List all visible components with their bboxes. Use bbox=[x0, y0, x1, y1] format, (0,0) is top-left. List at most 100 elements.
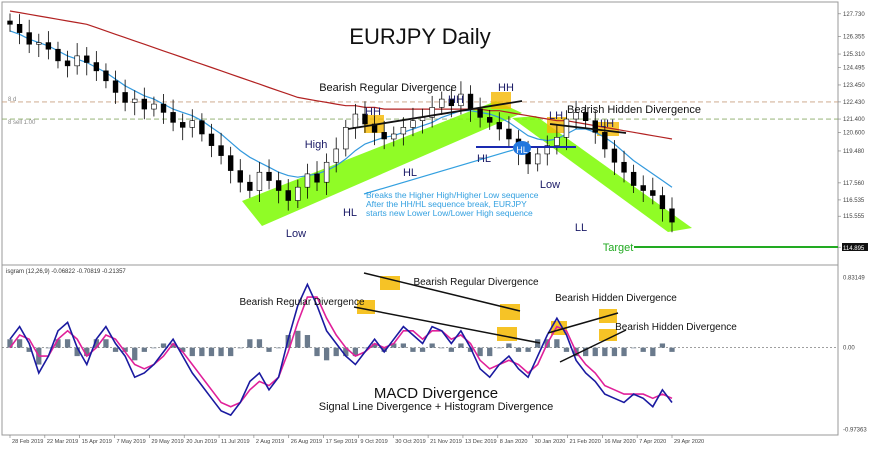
histogram-bar bbox=[391, 343, 397, 348]
histogram-bar bbox=[112, 347, 119, 352]
macd-hidden-label-2: Bearish Hidden Divergence bbox=[615, 322, 737, 333]
candle-body bbox=[160, 103, 167, 113]
high-label: High bbox=[305, 139, 328, 151]
price-axis-tick-label: 125.310 bbox=[843, 52, 865, 58]
histogram-bar bbox=[592, 347, 598, 357]
candle-body bbox=[141, 98, 148, 110]
current-price-tag bbox=[842, 243, 868, 251]
candle-body bbox=[602, 132, 608, 150]
histogram-bar bbox=[266, 347, 272, 352]
candle-body bbox=[179, 122, 186, 128]
candle-body bbox=[400, 127, 407, 135]
histogram-bar bbox=[304, 335, 311, 348]
swing-highlight-2 bbox=[491, 92, 511, 109]
date-axis-tick-label: 22 Mar 2019 bbox=[47, 439, 78, 445]
histogram-bar bbox=[218, 347, 224, 357]
candle-body bbox=[26, 32, 32, 45]
price-axis-tick-label: 115.555 bbox=[843, 214, 865, 220]
histogram-bar bbox=[237, 347, 243, 349]
hh-label-1: HH bbox=[365, 106, 381, 118]
histogram-bar bbox=[487, 347, 493, 357]
histogram-bar bbox=[583, 347, 589, 357]
date-axis-tick-label: 20 Jun 2019 bbox=[186, 439, 217, 445]
candle-body bbox=[439, 98, 445, 108]
candle-body bbox=[314, 173, 320, 183]
lh-label-1: LH bbox=[549, 110, 563, 122]
candle-body bbox=[7, 20, 13, 25]
date-axis-tick-label: 28 Feb 2019 bbox=[12, 439, 43, 445]
candle-body bbox=[93, 62, 100, 72]
histogram-bar bbox=[247, 339, 253, 348]
histogram-bar bbox=[55, 339, 61, 348]
candle-body bbox=[275, 180, 282, 191]
candle-body bbox=[343, 127, 349, 150]
lh-label-2: LH bbox=[600, 118, 614, 130]
histogram-bar bbox=[439, 347, 445, 349]
macd-regular-trendline-1 bbox=[363, 272, 521, 312]
axes: 127.730 126.355 125.310 124.495 123.450 122.4… bbox=[9, 12, 867, 445]
histogram-bar bbox=[362, 347, 368, 349]
price-axis-tick-label: 116.535 bbox=[843, 198, 865, 204]
candle-body bbox=[227, 155, 234, 171]
histogram-bar bbox=[103, 339, 109, 348]
indicator-axis-tick-label: 0.83149 bbox=[843, 276, 865, 282]
hl-label-3: HL bbox=[477, 153, 491, 165]
sequence-text-line-1: Breaks the Higher High/Higher Low sequen… bbox=[366, 190, 539, 200]
histogram-bar bbox=[295, 330, 301, 348]
up-channel-band bbox=[242, 101, 522, 226]
candle-body bbox=[630, 171, 637, 186]
histogram-bar bbox=[26, 347, 32, 352]
histogram-bar bbox=[16, 339, 23, 348]
histogram-bar bbox=[45, 347, 52, 349]
histogram-bar bbox=[314, 347, 320, 357]
candle-body bbox=[256, 171, 263, 191]
date-axis-tick-label: 29 Apr 2020 bbox=[674, 439, 704, 445]
candle-body bbox=[237, 170, 243, 183]
candle-body bbox=[55, 48, 61, 62]
histogram-bar bbox=[525, 347, 531, 352]
level-label-1: 8 d bbox=[8, 97, 16, 103]
histogram-bar bbox=[180, 347, 186, 352]
sequence-text-line-2: After the HH/HL sequence break, EURJPY bbox=[366, 199, 527, 209]
macd-regular-label-1: Bearish Regular Divergence bbox=[413, 277, 539, 288]
histogram-bar bbox=[458, 343, 464, 348]
histogram-bar bbox=[477, 347, 483, 357]
candle-body bbox=[36, 42, 42, 45]
candle-body bbox=[122, 92, 128, 103]
price-axis-tick-label: 123.450 bbox=[843, 83, 865, 89]
candle-body bbox=[429, 107, 435, 118]
indicator-pane bbox=[2, 272, 838, 417]
low-label-1: Low bbox=[286, 228, 306, 240]
histogram-bar bbox=[371, 343, 378, 348]
histogram-bar bbox=[333, 347, 339, 357]
candle-body bbox=[534, 153, 541, 165]
histogram-bar bbox=[132, 347, 138, 361]
histogram-bar bbox=[563, 347, 570, 352]
histogram-bar bbox=[141, 347, 147, 352]
histogram-bar bbox=[199, 347, 205, 357]
macd-hidden-trendline-1 bbox=[547, 312, 619, 334]
date-axis-tick-label: 13 Dec 2019 bbox=[465, 439, 497, 445]
histogram-bar bbox=[535, 339, 541, 348]
price-axis-tick-label: 126.355 bbox=[843, 35, 865, 41]
candle-body bbox=[189, 120, 195, 128]
price-axis-tick-label: 122.430 bbox=[843, 100, 865, 106]
candle-body bbox=[218, 145, 224, 156]
candle-body bbox=[151, 103, 157, 110]
candle-body bbox=[112, 80, 119, 93]
candle-body bbox=[64, 60, 71, 67]
candle-body bbox=[295, 186, 301, 201]
indicator-axis-tick-label: 0.00 bbox=[843, 346, 855, 352]
date-axis-tick-label: 30 Jan 2020 bbox=[535, 439, 566, 445]
candle-body bbox=[362, 113, 368, 125]
histogram-bar bbox=[640, 347, 646, 352]
histogram-bar bbox=[170, 343, 176, 348]
macd-hidden-label-1: Bearish Hidden Divergence bbox=[555, 293, 677, 304]
macd-divergence-subtitle: Signal Line Divergence + Histogram Diver… bbox=[319, 401, 553, 413]
histogram-bar bbox=[621, 347, 627, 357]
candle-body bbox=[573, 112, 579, 120]
macd-hidden-trendline-2 bbox=[559, 329, 627, 363]
date-axis-tick-label: 2 Aug 2019 bbox=[256, 439, 284, 445]
